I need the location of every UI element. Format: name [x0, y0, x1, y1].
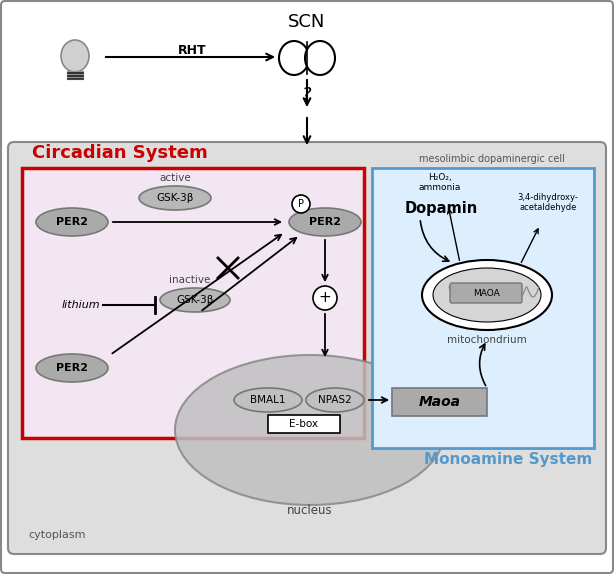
Text: RHT: RHT — [177, 44, 206, 56]
Bar — [372, 168, 594, 448]
Ellipse shape — [139, 186, 211, 210]
Bar — [67, 71, 83, 79]
Text: ?: ? — [302, 86, 312, 104]
Ellipse shape — [306, 388, 364, 412]
Bar — [392, 388, 487, 416]
Text: active: active — [159, 173, 191, 183]
Ellipse shape — [313, 286, 337, 310]
Text: PER2: PER2 — [56, 363, 88, 373]
Ellipse shape — [292, 195, 310, 213]
Text: MAOA: MAOA — [473, 289, 499, 297]
Text: H₂O₂,
ammonia: H₂O₂, ammonia — [419, 173, 461, 192]
Ellipse shape — [433, 268, 541, 322]
Text: mesolimbic dopaminergic cell: mesolimbic dopaminergic cell — [419, 154, 565, 164]
Text: lithium: lithium — [62, 300, 101, 310]
Ellipse shape — [175, 355, 445, 505]
Text: +: + — [319, 290, 332, 305]
Text: mitochondrium: mitochondrium — [447, 335, 527, 345]
Bar — [268, 415, 340, 433]
Text: GSK-3β: GSK-3β — [157, 193, 193, 203]
Text: P: P — [298, 199, 304, 209]
Ellipse shape — [36, 208, 108, 236]
Ellipse shape — [422, 260, 552, 330]
Text: E-box: E-box — [289, 419, 319, 429]
Text: SCN: SCN — [289, 13, 325, 31]
Text: Circadian System: Circadian System — [32, 144, 208, 162]
Text: nucleus: nucleus — [287, 503, 333, 517]
Ellipse shape — [234, 388, 302, 412]
FancyBboxPatch shape — [450, 283, 522, 303]
Text: GSK-3β: GSK-3β — [176, 295, 214, 305]
Text: Maoa: Maoa — [419, 395, 461, 409]
Text: Dopamin: Dopamin — [405, 200, 478, 215]
Text: 3,4-dihydroxy-
acetaldehyde: 3,4-dihydroxy- acetaldehyde — [518, 193, 578, 212]
Text: PER2: PER2 — [56, 217, 88, 227]
Ellipse shape — [279, 41, 309, 75]
Text: cytoplasm: cytoplasm — [28, 530, 85, 540]
Text: inactive: inactive — [169, 275, 211, 285]
Ellipse shape — [305, 41, 335, 75]
Text: BMAL1: BMAL1 — [251, 395, 286, 405]
Text: PER2: PER2 — [309, 217, 341, 227]
Ellipse shape — [61, 40, 89, 72]
Ellipse shape — [289, 208, 361, 236]
Ellipse shape — [160, 288, 230, 312]
Bar — [22, 168, 364, 438]
FancyBboxPatch shape — [8, 142, 606, 554]
Text: Monoamine System: Monoamine System — [424, 452, 592, 467]
Text: NPAS2: NPAS2 — [318, 395, 352, 405]
Ellipse shape — [36, 354, 108, 382]
